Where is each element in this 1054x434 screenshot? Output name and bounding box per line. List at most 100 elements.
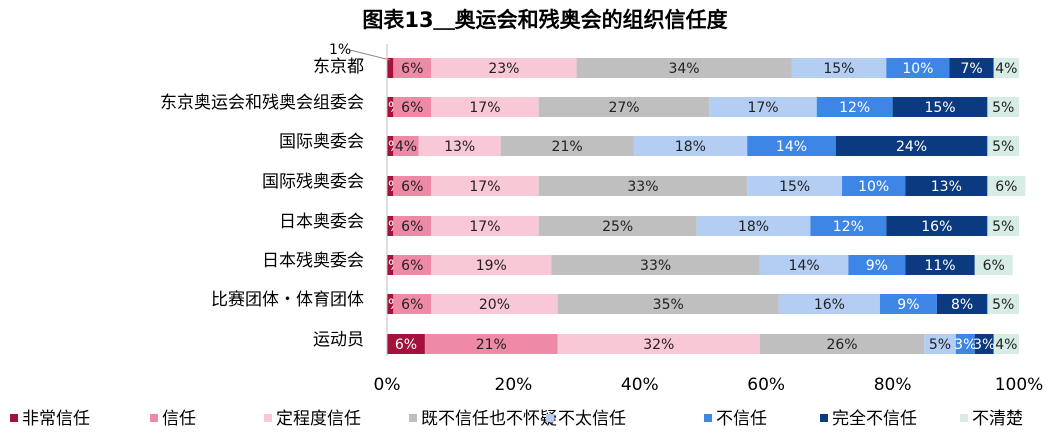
data-label: 15%: [924, 100, 955, 116]
data-label: 11%: [924, 258, 955, 274]
data-label: 15%: [823, 61, 854, 77]
bar-segment: [500, 136, 634, 156]
data-label: 8%: [951, 297, 973, 313]
bar-segment: [759, 255, 849, 275]
legend-swatch: [409, 414, 417, 422]
bar-segment: [557, 294, 779, 314]
bar-segment: [431, 294, 558, 314]
bar-segment: [993, 334, 1019, 354]
data-label: 3%: [973, 337, 995, 353]
callout-leader-line: [349, 49, 391, 61]
bar-segment: [387, 294, 394, 314]
bar-segment: [538, 216, 697, 236]
bar-segment: [987, 176, 1026, 196]
data-label: 32%: [643, 337, 674, 353]
data-label: 15%: [779, 179, 810, 195]
legend-swatch: [960, 414, 968, 422]
data-label: 18%: [675, 139, 706, 155]
chart-title: 图表13＿奥运会和残奥会的组织信任度: [362, 8, 727, 32]
data-label: 5%: [992, 219, 1014, 235]
category-label: 国际残奥委会: [262, 172, 364, 192]
bar-segment: [393, 136, 419, 156]
bar-segment: [759, 334, 925, 354]
category-label: 日本残奥委会: [262, 251, 364, 271]
bar-segment: [778, 294, 880, 314]
data-label: 5%: [992, 297, 1014, 313]
data-label: 3%: [954, 337, 976, 353]
bar-segment: [557, 334, 760, 354]
bar-segment: [955, 334, 975, 354]
data-label: 21%: [552, 139, 583, 155]
legend-swatch: [150, 414, 158, 422]
bar-segment: [810, 216, 887, 236]
data-label: 35%: [653, 297, 684, 313]
bar-segment: [576, 58, 792, 78]
data-label: 14%: [776, 139, 807, 155]
category-label: 东京奥运会和残奥会组委会: [160, 93, 364, 113]
data-label: 17%: [747, 100, 778, 116]
category-label: 东京都: [313, 57, 364, 77]
data-label: 27%: [608, 100, 639, 116]
bar-segment: [393, 294, 432, 314]
data-label: 13%: [444, 139, 475, 155]
x-tick-label: 0%: [374, 375, 401, 395]
data-label: 6%: [401, 61, 423, 77]
x-tick-label: 20%: [495, 375, 533, 395]
bar-segment: [987, 97, 1019, 117]
data-label: 6%: [395, 337, 417, 353]
data-label: 5%: [929, 337, 951, 353]
legend-label: 不信任: [716, 409, 767, 429]
data-label: 6%: [401, 219, 423, 235]
data-label: 26%: [826, 337, 857, 353]
data-label: 10%: [858, 179, 889, 195]
bar-segment: [387, 334, 425, 354]
data-label: 20%: [479, 297, 510, 313]
bar-segment: [393, 176, 432, 196]
data-label: 16%: [814, 297, 845, 313]
bar-segment: [816, 97, 893, 117]
data-label: 34%: [668, 61, 699, 77]
bar-segment: [387, 176, 394, 196]
bar-segment: [936, 294, 988, 314]
data-label: 9%: [866, 258, 888, 274]
x-tick-label: 60%: [747, 375, 785, 395]
bar-segment: [387, 216, 394, 236]
bar-segment: [974, 334, 994, 354]
bar-segment: [905, 255, 975, 275]
category-label: 比赛团体・体育团体: [211, 289, 364, 310]
data-label: 6%: [401, 258, 423, 274]
bar-segment: [886, 216, 988, 236]
category-label: 运动员: [313, 330, 364, 350]
x-tick-label: 40%: [621, 375, 659, 395]
category-label: 国际奥委会: [279, 132, 364, 152]
data-label: 5%: [992, 139, 1014, 155]
bar-segment: [431, 255, 552, 275]
data-label: 12%: [839, 100, 870, 116]
bar-segment: [791, 58, 887, 78]
bar-segment: [835, 136, 988, 156]
data-label: 25%: [602, 219, 633, 235]
x-tick-label: 100%: [995, 375, 1044, 395]
data-label: 16%: [921, 219, 952, 235]
bar-segment: [633, 136, 748, 156]
bar-segment: [974, 255, 1013, 275]
bar-segment: [538, 176, 748, 196]
data-label: 5%: [992, 100, 1014, 116]
bar-segment: [387, 58, 394, 78]
data-label: 7%: [960, 61, 982, 77]
bar-segment: [538, 97, 710, 117]
bar-segment: [431, 58, 577, 78]
data-label: 23%: [488, 61, 519, 77]
bar-segment: [431, 97, 539, 117]
bar-segment: [393, 97, 432, 117]
data-label: 18%: [738, 219, 769, 235]
x-tick-label: 80%: [874, 375, 912, 395]
data-label: 4%: [995, 61, 1017, 77]
bar-segment: [393, 58, 432, 78]
data-label: 17%: [469, 100, 500, 116]
legend-label: 既不信任也不怀疑: [421, 409, 557, 429]
data-label: 10%: [902, 61, 933, 77]
data-label: 24%: [896, 139, 927, 155]
bar-segment: [993, 58, 1019, 78]
